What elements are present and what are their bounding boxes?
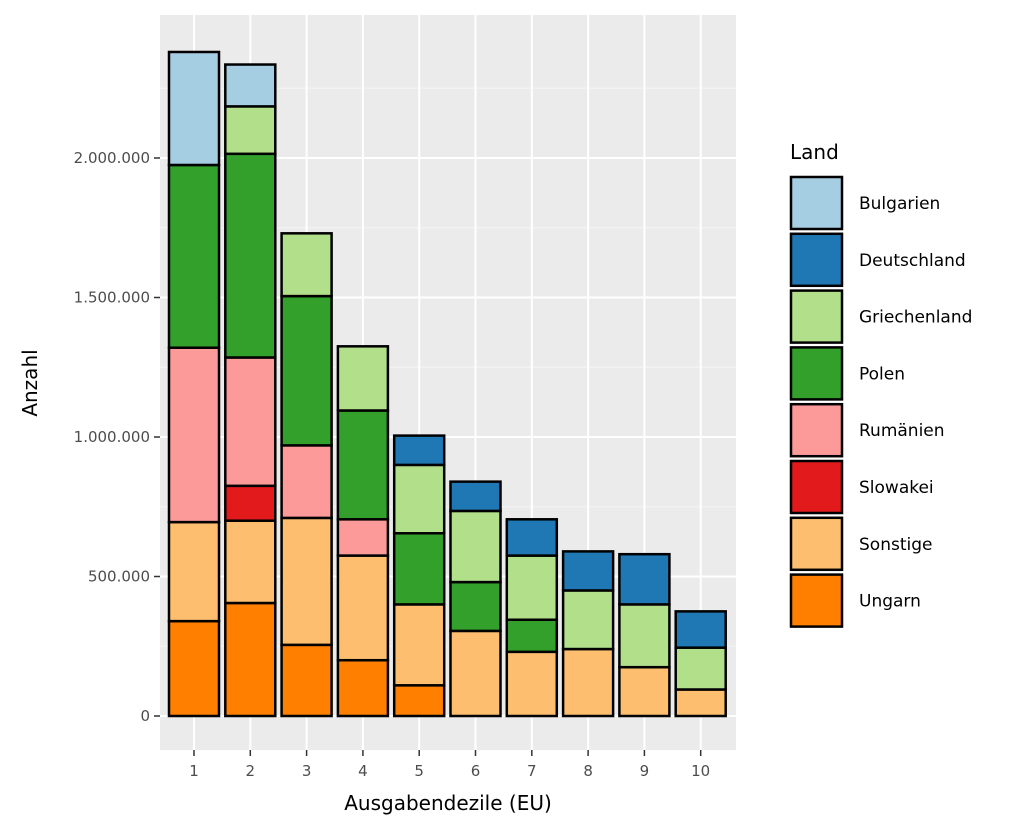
- bar-segment: [336, 345, 390, 412]
- bar-segment: [392, 532, 446, 606]
- legend: Land Bulgarien Deutschland Griechenland Pol…: [789, 140, 972, 628]
- bar-segment: [224, 152, 277, 359]
- bar-segment: [449, 580, 502, 633]
- bar-segment: [336, 518, 390, 557]
- y-tick-label: 500.000: [88, 568, 150, 586]
- y-tick-label: 2.000.000: [74, 149, 150, 167]
- bar-segment: [280, 643, 333, 718]
- y-axis-title: Anzahl: [18, 349, 42, 416]
- bar-segment: [392, 434, 446, 467]
- x-tick-label: 6: [471, 762, 481, 780]
- y-tick-label: 0: [140, 707, 150, 725]
- legend-key: [789, 402, 844, 458]
- x-tick-label: 8: [583, 762, 593, 780]
- bar-segment: [224, 356, 277, 488]
- bar-segment: [392, 603, 446, 687]
- x-tick-label: 4: [358, 762, 368, 780]
- bar-segment: [449, 480, 502, 513]
- legend-label: Ungarn: [859, 592, 921, 612]
- bar-segment: [618, 552, 671, 606]
- bar-segment: [392, 684, 446, 718]
- legend-label: Deutschland: [859, 251, 966, 271]
- bar-segment: [505, 650, 559, 718]
- bar-segment: [336, 658, 390, 718]
- legend-key: [789, 459, 844, 515]
- bar-segment: [674, 646, 727, 691]
- bar-segment: [618, 603, 671, 669]
- legend-label: Bulgarien: [859, 194, 940, 214]
- x-axis: 1 2 3 4 5 6 7 8 9 10: [189, 750, 710, 780]
- bar-segment: [224, 519, 277, 605]
- x-tick-label: 3: [302, 762, 312, 780]
- bar-segment: [505, 554, 559, 621]
- legend-key: [789, 346, 844, 401]
- bar-segment: [674, 610, 727, 649]
- legend-label: Griechenland: [859, 308, 972, 328]
- bar-segment: [167, 346, 221, 524]
- x-tick-label: 9: [640, 762, 650, 780]
- legend-key: [789, 175, 844, 231]
- legend-key: [789, 289, 844, 344]
- bar-segment: [505, 618, 559, 654]
- bar-segment: [280, 444, 333, 520]
- bar-segment: [224, 484, 277, 522]
- y-tick-label: 1.500.000: [74, 289, 150, 307]
- bar-segment: [280, 516, 333, 647]
- legend-key: [789, 516, 844, 572]
- bar-segment: [280, 294, 333, 447]
- bar-segment: [561, 647, 615, 718]
- bar-segment: [561, 589, 615, 651]
- bar-segment: [224, 63, 277, 108]
- bar-segment: [336, 554, 390, 662]
- legend-key: [789, 573, 844, 628]
- bar-segment: [167, 619, 221, 718]
- bar-segment: [392, 463, 446, 535]
- bar-segment: [224, 601, 277, 718]
- legend-key: [789, 232, 844, 288]
- legend-label: Slowakei: [859, 478, 934, 498]
- x-tick-label: 5: [414, 762, 424, 780]
- x-axis-title: Ausgabendezile (EU): [344, 791, 552, 815]
- legend-label: Sonstige: [859, 535, 932, 555]
- bar-segment: [674, 688, 727, 718]
- x-tick-label: 2: [246, 762, 256, 780]
- bar-segment: [167, 50, 221, 167]
- bar-segment: [449, 509, 502, 584]
- bar-segment: [561, 550, 615, 592]
- bar-segment: [280, 232, 333, 298]
- bar-segment: [167, 520, 221, 623]
- legend-label: Rumänien: [859, 421, 945, 441]
- x-tick-label: 1: [189, 762, 199, 780]
- x-tick-label: 10: [691, 762, 710, 780]
- x-tick-label: 7: [527, 762, 537, 780]
- bar-segment: [336, 409, 390, 521]
- legend-title: Land: [790, 140, 839, 164]
- y-axis: 0 500.000 1.000.000 1.500.000 2.000.000: [74, 149, 160, 725]
- bar-segment: [449, 629, 502, 718]
- bar-segment: [505, 518, 559, 557]
- bars: [167, 50, 727, 718]
- bar-segment: [167, 163, 221, 349]
- bar-segment: [224, 105, 277, 156]
- bar-segment: [618, 665, 671, 718]
- legend-label: Polen: [859, 364, 905, 384]
- y-tick-label: 1.000.000: [74, 428, 150, 446]
